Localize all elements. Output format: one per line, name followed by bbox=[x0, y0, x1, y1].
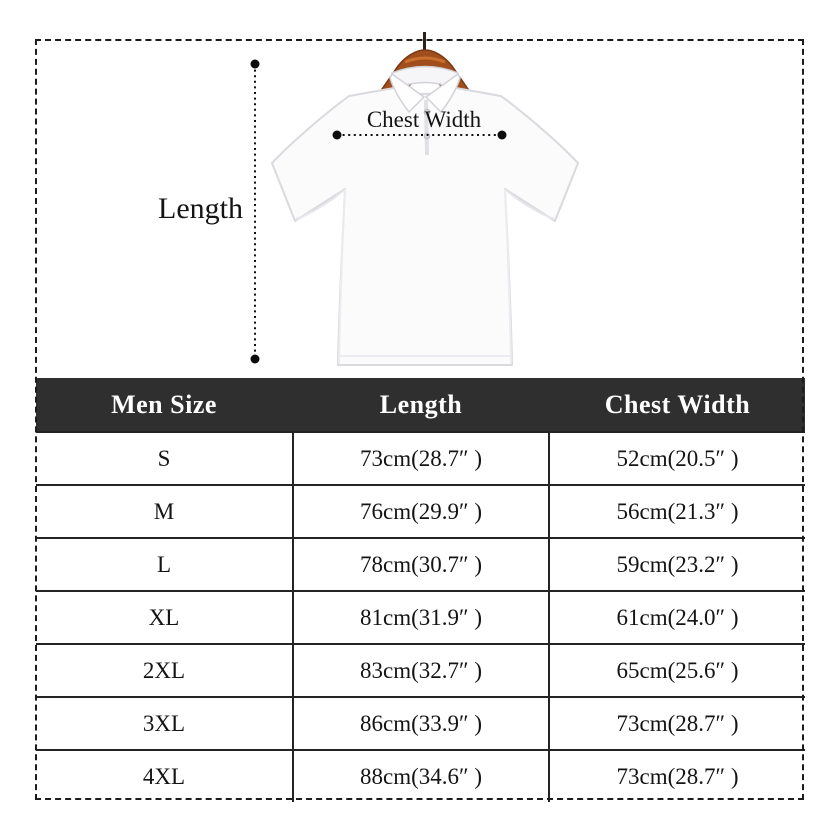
length-cell: 76cm(29.9″ ) bbox=[292, 484, 550, 537]
size-cell: 4XL bbox=[36, 749, 292, 802]
size-table: Men Size Length Chest Width S 73cm(28.7″… bbox=[36, 378, 805, 802]
chest-width-label: Chest Width bbox=[367, 107, 482, 132]
size-cell: S bbox=[36, 431, 292, 484]
header-men-size: Men Size bbox=[36, 378, 292, 431]
length-cell: 78cm(30.7″ ) bbox=[292, 537, 550, 590]
size-cell: 3XL bbox=[36, 696, 292, 749]
length-cell: 73cm(28.7″ ) bbox=[292, 431, 550, 484]
chest-cell: 59cm(23.2″ ) bbox=[550, 537, 805, 590]
length-measure-line bbox=[250, 59, 260, 364]
size-cell: L bbox=[36, 537, 292, 590]
length-cell: 81cm(31.9″ ) bbox=[292, 590, 550, 643]
chest-cell: 65cm(25.6″ ) bbox=[550, 643, 805, 696]
size-cell: 2XL bbox=[36, 643, 292, 696]
header-length: Length bbox=[292, 378, 550, 431]
length-cell: 83cm(32.7″ ) bbox=[292, 643, 550, 696]
header-chest-width: Chest Width bbox=[550, 378, 805, 431]
polo-shirt-image bbox=[271, 65, 579, 366]
chest-cell: 73cm(28.7″ ) bbox=[550, 749, 805, 802]
length-cell: 86cm(33.9″ ) bbox=[292, 696, 550, 749]
chest-cell: 73cm(28.7″ ) bbox=[550, 696, 805, 749]
shirt-measurement-diagram: Length Chest Width bbox=[158, 32, 579, 366]
length-cell: 88cm(34.6″ ) bbox=[292, 749, 550, 802]
size-cell: XL bbox=[36, 590, 292, 643]
length-label: Length bbox=[158, 192, 243, 225]
chest-cell: 61cm(24.0″ ) bbox=[550, 590, 805, 643]
chest-cell: 52cm(20.5″ ) bbox=[550, 431, 805, 484]
chest-width-measure-line bbox=[332, 130, 507, 140]
size-cell: M bbox=[36, 484, 292, 537]
chest-cell: 56cm(21.3″ ) bbox=[550, 484, 805, 537]
